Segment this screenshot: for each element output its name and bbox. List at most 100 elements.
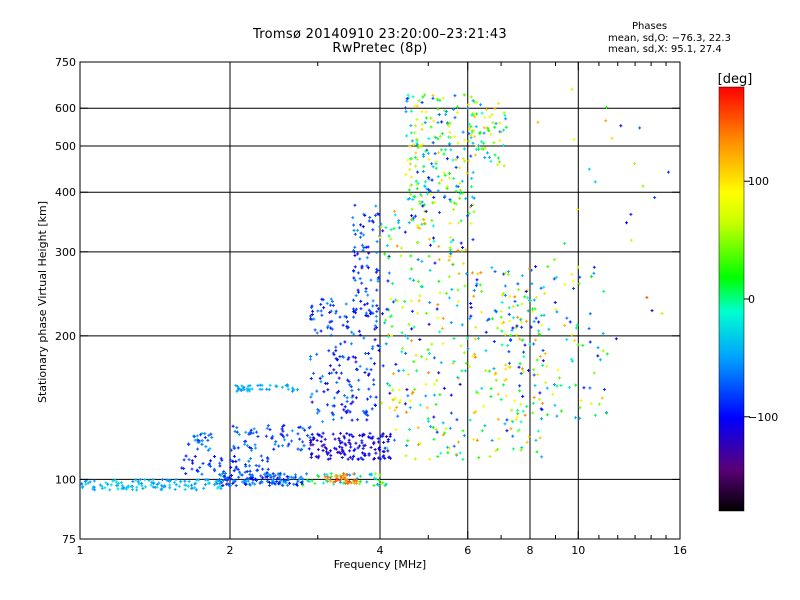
data-point <box>391 282 395 286</box>
data-point <box>348 473 352 477</box>
data-point <box>291 476 295 480</box>
data-point <box>378 445 382 449</box>
data-point <box>471 170 475 174</box>
data-point <box>410 327 414 331</box>
data-point <box>325 473 329 477</box>
data-point <box>356 457 360 461</box>
data-point <box>475 112 479 116</box>
data-point <box>392 209 396 213</box>
data-point <box>520 325 524 329</box>
data-point <box>332 480 336 484</box>
data-point <box>502 164 506 168</box>
data-point <box>151 485 155 489</box>
data-point <box>209 432 213 436</box>
data-point <box>197 440 201 444</box>
data-point <box>574 383 578 387</box>
data-point <box>610 136 614 140</box>
data-point <box>239 388 243 392</box>
data-point <box>414 214 418 218</box>
data-point <box>588 312 592 316</box>
data-point <box>403 230 407 234</box>
data-point <box>424 357 428 361</box>
data-point <box>367 308 371 312</box>
data-point <box>366 435 370 439</box>
data-point <box>308 425 312 429</box>
data-point <box>374 213 378 217</box>
data-point <box>328 310 332 314</box>
data-point <box>555 414 559 418</box>
data-point <box>587 327 591 331</box>
data-point <box>309 455 313 459</box>
data-point <box>316 448 320 452</box>
data-point <box>563 282 567 286</box>
data-point <box>415 104 419 108</box>
data-point <box>450 287 454 291</box>
data-point <box>440 132 444 136</box>
data-point <box>408 162 412 166</box>
data-point <box>447 124 451 128</box>
data-point <box>360 439 364 443</box>
data-point <box>445 186 449 190</box>
data-point <box>382 454 386 458</box>
data-point <box>155 485 159 489</box>
data-point <box>427 254 431 258</box>
data-point <box>379 457 383 461</box>
data-point <box>592 371 596 375</box>
data-point <box>328 320 332 324</box>
data-point <box>374 477 378 481</box>
data-point <box>208 464 212 468</box>
data-point <box>405 97 409 101</box>
data-point <box>271 434 275 438</box>
data-point <box>367 452 371 456</box>
data-point <box>310 479 314 483</box>
data-point <box>489 387 493 391</box>
data-point <box>309 317 313 321</box>
data-point <box>337 445 341 449</box>
data-point <box>347 438 351 442</box>
data-point <box>511 434 515 438</box>
data-point <box>406 158 410 162</box>
data-point <box>427 371 431 375</box>
data-point <box>218 472 222 476</box>
data-point <box>220 458 224 462</box>
data-point <box>352 454 356 458</box>
data-point <box>249 428 253 432</box>
data-point <box>432 239 436 243</box>
data-point <box>543 292 547 296</box>
data-point <box>264 434 268 438</box>
data-point <box>337 436 341 440</box>
data-point <box>373 447 377 451</box>
data-point <box>429 116 433 120</box>
data-point <box>437 244 441 248</box>
data-point <box>412 142 416 146</box>
data-point <box>200 472 204 476</box>
data-point <box>338 315 342 319</box>
data-point <box>453 116 457 120</box>
data-point <box>360 266 364 270</box>
data-point <box>248 464 252 468</box>
data-point <box>431 201 435 205</box>
data-point <box>444 427 448 431</box>
data-point <box>534 265 538 269</box>
data-point <box>310 400 314 404</box>
data-point <box>340 448 344 452</box>
data-point <box>374 472 378 476</box>
data-point <box>440 178 444 182</box>
data-point <box>246 479 250 483</box>
data-point <box>435 307 439 311</box>
data-point <box>471 141 475 145</box>
data-point <box>574 416 578 420</box>
data-point <box>287 478 291 482</box>
data-point <box>416 241 420 245</box>
data-point <box>206 448 210 452</box>
data-point <box>325 478 329 482</box>
data-point <box>270 478 274 482</box>
data-point <box>216 486 220 490</box>
data-point <box>229 466 233 470</box>
data-point <box>376 268 380 272</box>
data-point <box>248 472 252 476</box>
data-point <box>415 137 419 141</box>
data-point <box>478 283 482 287</box>
data-point <box>160 484 164 488</box>
data-point <box>203 436 207 440</box>
